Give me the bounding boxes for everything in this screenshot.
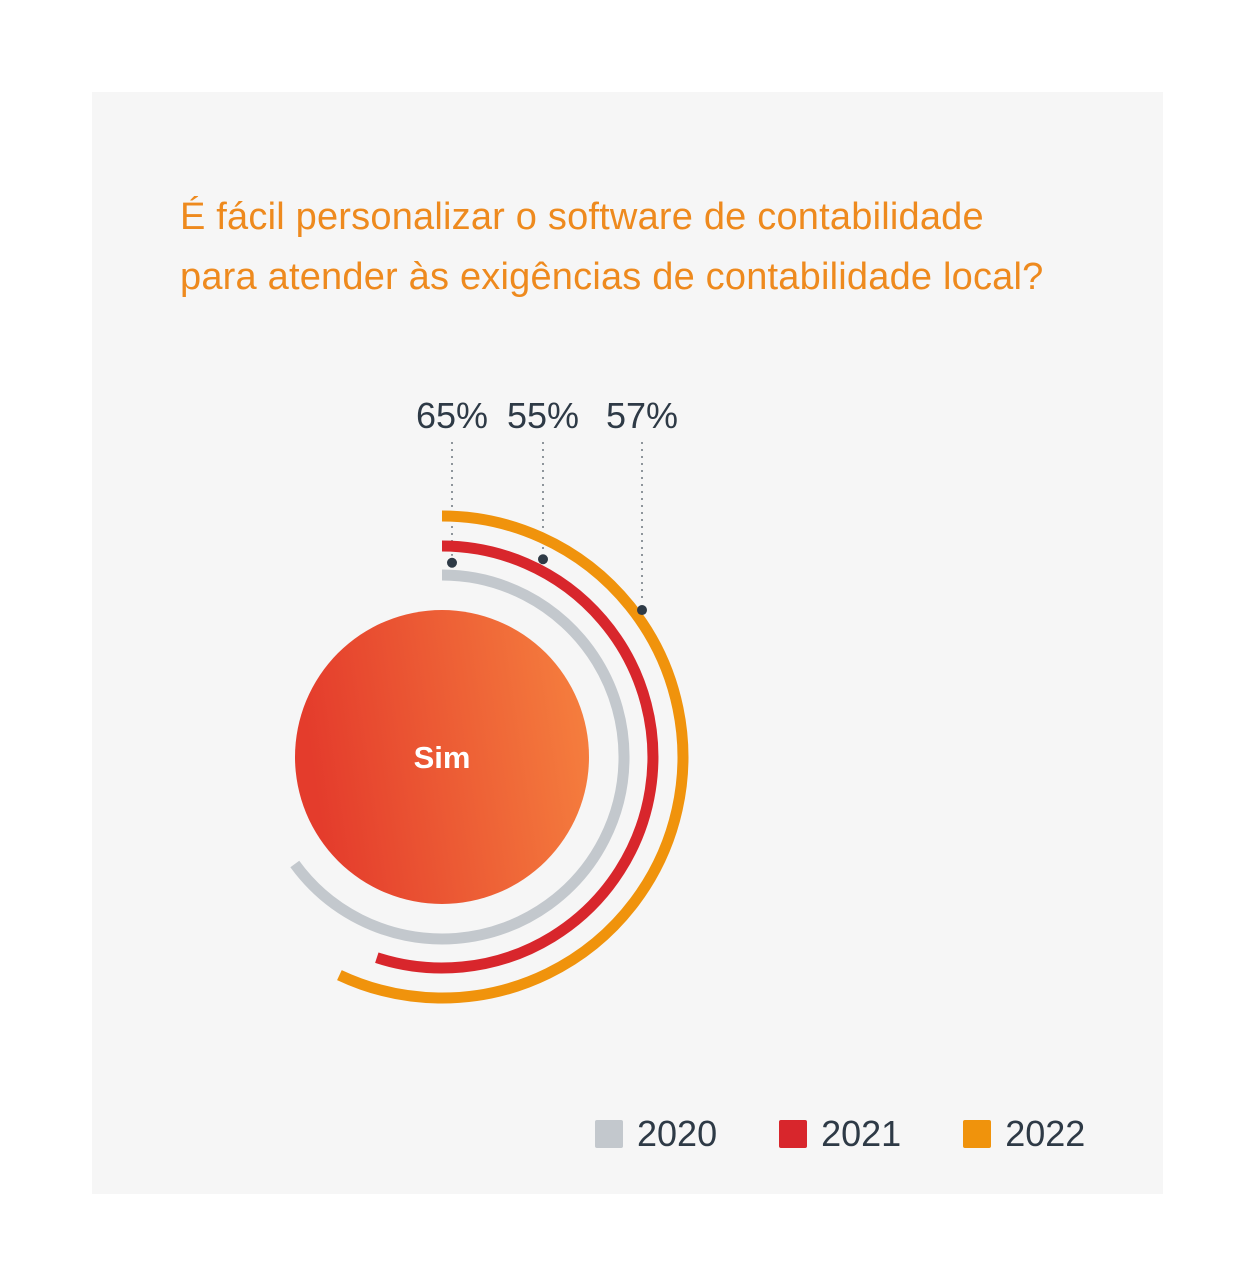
legend-item-2021: 2021 xyxy=(779,1116,901,1152)
center-label: Sim xyxy=(414,740,471,775)
arc-2020 xyxy=(290,569,630,945)
legend-swatch-2020 xyxy=(595,1120,623,1148)
arc-2022 xyxy=(337,510,689,1004)
legend-item-2020: 2020 xyxy=(595,1116,717,1152)
legend-label-2021: 2021 xyxy=(821,1113,902,1154)
legend-swatch-2022 xyxy=(963,1120,992,1148)
chart-card: É fácil personalizar o software de conta… xyxy=(92,92,1163,1194)
legend-label-2020: 2020 xyxy=(637,1113,718,1154)
leader-dot-2022 xyxy=(637,605,647,616)
chart-legend: 2020 2021 2022 xyxy=(595,1116,1085,1152)
value-label-2020: 65% xyxy=(416,395,488,436)
radial-progress-chart: Sim 65% 55% 57% xyxy=(290,395,689,1004)
page-title-line-1: É fácil personalizar o software de conta… xyxy=(180,196,984,238)
legend-label-2022: 2022 xyxy=(1005,1113,1086,1154)
value-label-2021: 55% xyxy=(507,395,579,436)
page-title-line-2: para atender às exigências de contabilid… xyxy=(180,256,1044,298)
legend-item-2022: 2022 xyxy=(963,1116,1085,1152)
value-label-2022: 57% xyxy=(606,395,678,436)
center-circle xyxy=(295,610,589,904)
leader-dot-2021 xyxy=(538,554,548,565)
arc-2021 xyxy=(375,540,659,974)
page-title: É fácil personalizar o software de conta… xyxy=(180,187,1140,307)
legend-swatch-2021 xyxy=(779,1120,808,1148)
leader-dot-2020 xyxy=(447,557,457,568)
